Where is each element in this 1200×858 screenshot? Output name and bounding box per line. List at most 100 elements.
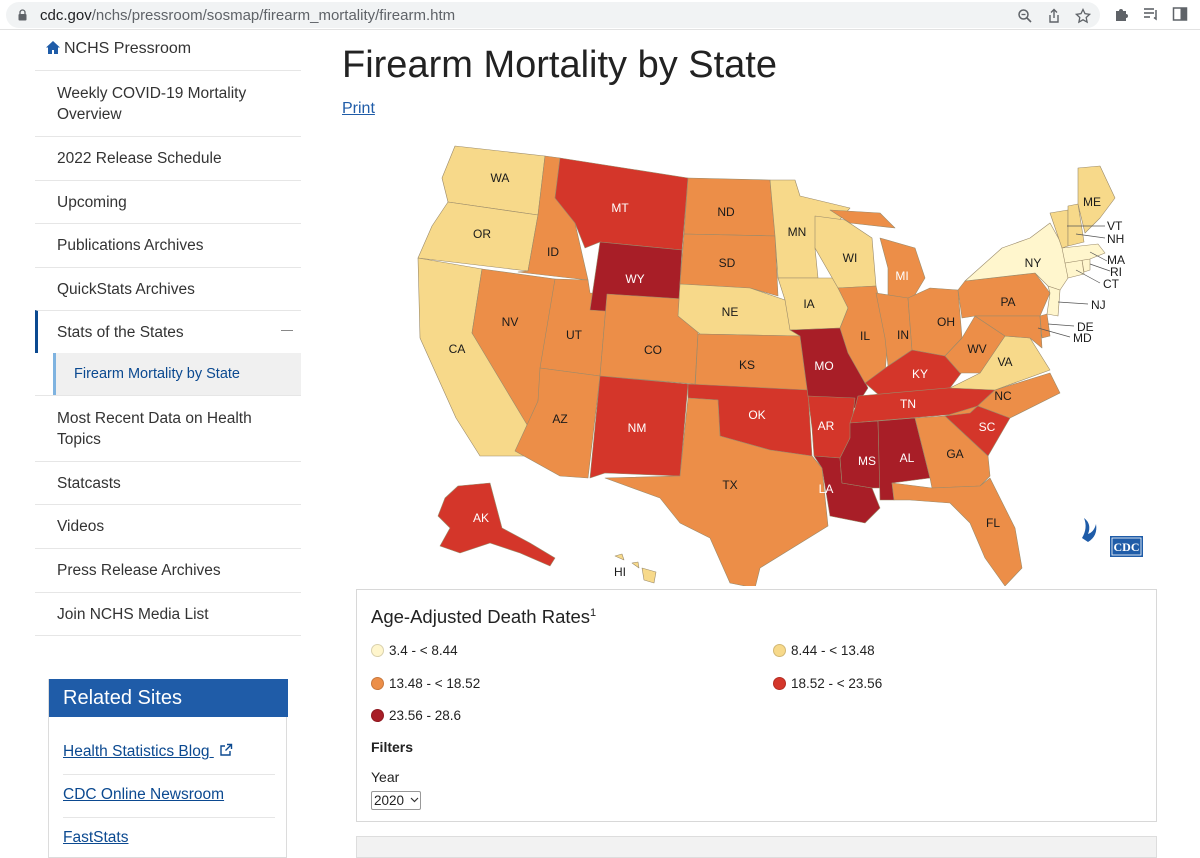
state-NE[interactable] (677, 283, 801, 337)
browser-toolbar: cdc.gov/nchs/pressroom/sosmap/firearm_mo… (0, 0, 1200, 30)
label-MD: MD (1073, 331, 1092, 345)
legend-swatch (371, 644, 384, 657)
label-OR: OR (473, 227, 491, 241)
label-AZ: AZ (552, 412, 567, 426)
label-MI: MI (895, 269, 908, 283)
label-MS: MS (858, 454, 876, 468)
label-NM: NM (628, 421, 647, 435)
label-OH: OH (937, 315, 955, 329)
label-IN: IN (897, 328, 909, 342)
label-NJ: NJ (1091, 298, 1106, 312)
sidebar-item-upcoming[interactable]: Upcoming (35, 180, 301, 223)
label-CO: CO (644, 343, 662, 357)
sidebar-item-media-list[interactable]: Join NCHS Media List (35, 592, 301, 636)
sidebar-item-statcasts[interactable]: Statcasts (35, 461, 301, 504)
sidebar-item-release-schedule[interactable]: 2022 Release Schedule (35, 136, 301, 180)
state-MA[interactable] (1061, 243, 1106, 264)
sidebar-item-publications-archives[interactable]: Publications Archives (35, 223, 301, 267)
label-PA: PA (1000, 295, 1015, 309)
collapse-icon[interactable] (281, 330, 293, 331)
label-MT: MT (611, 201, 629, 215)
reading-list-icon[interactable] (1142, 5, 1160, 23)
state-ME[interactable] (1077, 165, 1116, 234)
page-title: Firearm Mortality by State (342, 44, 777, 86)
state-NC[interactable] (944, 372, 1061, 419)
state-SD[interactable] (679, 233, 779, 297)
label-VA: VA (997, 355, 1012, 369)
health-statistics-blog-link[interactable]: Health Statistics Blog (63, 743, 233, 761)
us-choropleth-map: WA OR CA ID NV UT AZ MT WY CO NM ND SD N… (417, 145, 1143, 586)
label-TX: TX (722, 478, 737, 492)
legend-swatch (773, 644, 786, 657)
chevron-down-icon (410, 797, 419, 803)
sidebar-item-health-topics[interactable]: Most Recent Data on Health Topics (35, 395, 301, 461)
state-DE[interactable] (1039, 313, 1051, 339)
label-ID: ID (547, 245, 559, 259)
label-CT: CT (1103, 277, 1120, 291)
address-bar[interactable]: cdc.gov/nchs/pressroom/sosmap/firearm_mo… (6, 2, 1100, 28)
cdc-logo-text: CDC (1114, 540, 1140, 554)
related-sites-title: Related Sites (49, 679, 288, 717)
state-NM[interactable] (589, 375, 689, 479)
cdc-online-newsroom-link[interactable]: CDC Online Newsroom (63, 786, 225, 803)
state-NH[interactable] (1067, 203, 1085, 247)
label-GA: GA (946, 447, 963, 461)
legend-item-4[interactable]: 18.52 - < 23.56 (773, 676, 882, 691)
print-link[interactable]: Print (342, 100, 375, 117)
label-AL: AL (900, 451, 915, 465)
label-WA: WA (491, 171, 510, 185)
legend-panel: Age-Adjusted Death Rates1 3.4 - < 8.44 8… (356, 589, 1157, 822)
label-WI: WI (843, 251, 858, 265)
state-OR[interactable] (417, 201, 539, 272)
year-select[interactable]: 2020 (371, 791, 421, 810)
sidebar-item-press-release-archives[interactable]: Press Release Archives (35, 548, 301, 592)
hhs-eagle-icon (1082, 518, 1097, 542)
sidebar-item-videos[interactable]: Videos (35, 504, 301, 548)
label-HI: HI (614, 565, 626, 579)
legend-item-5[interactable]: 23.56 - 28.6 (371, 708, 461, 723)
zoom-icon[interactable] (1016, 7, 1034, 25)
cdc-logo: CDC (1082, 518, 1143, 557)
label-CA: CA (449, 342, 466, 356)
content-bottom-bar (356, 836, 1157, 858)
label-KS: KS (739, 358, 755, 372)
share-icon[interactable] (1045, 7, 1063, 25)
sidebar-home-link[interactable]: NCHS Pressroom (45, 40, 191, 58)
divider (63, 817, 275, 818)
legend-title: Age-Adjusted Death Rates1 (371, 606, 597, 627)
external-link-icon (220, 743, 232, 756)
label-NE: NE (722, 305, 739, 319)
label-NH: NH (1107, 232, 1124, 246)
state-NJ[interactable] (1046, 285, 1061, 317)
label-RI: RI (1110, 265, 1122, 279)
state-CO[interactable] (599, 293, 701, 385)
state-HI[interactable] (614, 553, 657, 584)
state-labels: WA OR CA ID NV UT AZ MT WY CO NM ND SD N… (449, 171, 1125, 579)
legend-item-1[interactable]: 3.4 - < 8.44 (371, 643, 458, 658)
label-ND: ND (717, 205, 735, 219)
sidebar-item-quickstats-archives[interactable]: QuickStats Archives (35, 267, 301, 310)
state-AK[interactable] (437, 482, 556, 567)
label-DE: DE (1077, 320, 1094, 334)
legend-item-3[interactable]: 13.48 - < 18.52 (371, 676, 480, 691)
label-ME: ME (1083, 195, 1101, 209)
legend-swatch (773, 677, 786, 690)
state-TX[interactable] (604, 397, 829, 586)
year-label: Year (371, 769, 400, 785)
label-IA: IA (803, 297, 814, 311)
label-LA: LA (819, 482, 834, 496)
label-VT: VT (1107, 219, 1123, 233)
filters-label: Filters (371, 739, 414, 755)
extensions-icon[interactable] (1113, 5, 1131, 23)
legend-item-2[interactable]: 8.44 - < 13.48 (773, 643, 875, 658)
label-MA: MA (1107, 253, 1125, 267)
label-WV: WV (967, 342, 986, 356)
state-FL[interactable] (891, 477, 1023, 586)
side-panel-icon[interactable] (1171, 5, 1189, 23)
sidebar-item-covid-overview[interactable]: Weekly COVID-19 Mortality Overview (35, 70, 301, 136)
sidebar-item-stats-of-the-states[interactable]: Stats of the States (35, 310, 301, 353)
sidebar-subitem-firearm-mortality[interactable]: Firearm Mortality by State (53, 353, 301, 395)
faststats-link[interactable]: FastStats (63, 829, 129, 846)
bookmark-star-icon[interactable] (1074, 7, 1092, 25)
lock-icon (18, 9, 27, 21)
